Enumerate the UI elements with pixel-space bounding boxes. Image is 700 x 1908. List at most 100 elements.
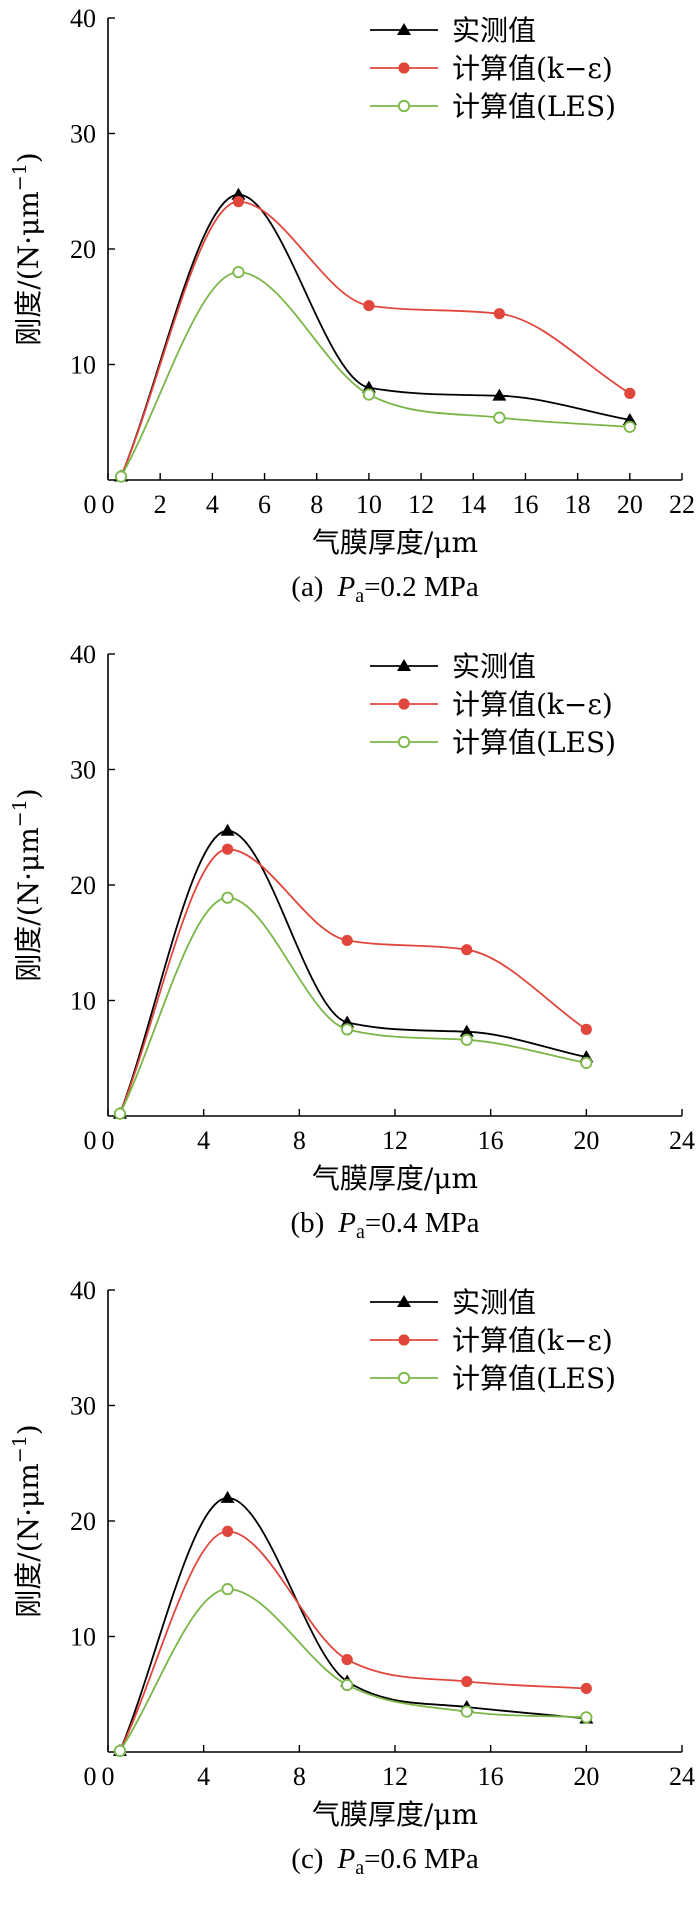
x-tick-label: 14 bbox=[460, 490, 486, 519]
x-tick-label: 12 bbox=[408, 490, 434, 519]
data-point bbox=[493, 308, 505, 320]
chart-a: 0 2 4 6 8 10 12 14 16 18 20 22 10 20 30 40 0 气膜厚度/μm 刚度/(N… bbox=[9, 4, 695, 607]
chart-c: 0 4 8 12 16 20 24 10 20 30 40 0 气膜厚度/μm 刚度/(N·μm−1) 实测… bbox=[9, 1276, 695, 1879]
y-tick-label: 30 bbox=[70, 756, 96, 785]
caption-var: P bbox=[336, 1843, 355, 1875]
data-point bbox=[580, 1711, 593, 1724]
caption-sub: a bbox=[355, 585, 364, 607]
data-point bbox=[231, 187, 246, 200]
data-point bbox=[232, 265, 245, 279]
chart-panel-a: 0 2 4 6 8 10 12 14 16 18 20 22 10 20 30 40 0 气膜厚度/μm 刚度/(N… bbox=[0, 0, 700, 636]
data-point bbox=[363, 299, 375, 312]
chart-b: 0 4 8 12 16 20 24 10 20 30 40 0 气膜厚度/μm 刚度/(N·μm−1) 实测… bbox=[9, 640, 695, 1243]
y-axis-label: 刚度/(N·μm−1) bbox=[9, 1424, 45, 1617]
legend-label: 计算值(LES) bbox=[452, 90, 616, 123]
data-point bbox=[232, 196, 245, 208]
x-tick-label: 2 bbox=[154, 490, 167, 519]
y-axis-label: 刚度/(N·μm−1) bbox=[9, 152, 45, 345]
caption-prefix: (a) bbox=[291, 571, 323, 603]
series-line bbox=[120, 200, 631, 477]
x-tick-label: 0 bbox=[102, 1762, 115, 1791]
data-point bbox=[492, 388, 507, 401]
legend-marker bbox=[398, 698, 410, 710]
data-point bbox=[220, 823, 235, 836]
x-tick-label: 16 bbox=[512, 490, 538, 519]
series-line bbox=[119, 1530, 587, 1752]
y-tick-label: 30 bbox=[70, 120, 96, 149]
caption-sub: a bbox=[356, 1221, 365, 1243]
data-point bbox=[221, 843, 234, 855]
origin-label: 0 bbox=[84, 1762, 97, 1791]
data-point bbox=[460, 1033, 473, 1046]
y-tick-label: 40 bbox=[70, 4, 96, 33]
data-point bbox=[624, 387, 636, 399]
x-tick-label: 12 bbox=[382, 1762, 408, 1791]
x-tick-label: 8 bbox=[293, 1762, 306, 1791]
data-point bbox=[221, 891, 234, 904]
legend-label: 实测值 bbox=[452, 650, 536, 683]
x-axis-label: 气膜厚度/μm bbox=[312, 1162, 478, 1195]
y-tick-label: 20 bbox=[70, 235, 96, 264]
y-tick-label: 10 bbox=[70, 1623, 96, 1652]
y-tick-label: 10 bbox=[70, 351, 96, 380]
data-point bbox=[461, 944, 473, 956]
legend-label: 计算值(LES) bbox=[452, 726, 616, 759]
data-point bbox=[113, 1107, 127, 1120]
data-point bbox=[221, 1583, 234, 1596]
caption-rest: =0.4 MPa bbox=[365, 1207, 480, 1239]
x-tick-label: 20 bbox=[573, 1126, 599, 1155]
data-point bbox=[580, 1056, 593, 1069]
data-point bbox=[341, 1023, 354, 1036]
caption-rest: =0.6 MPa bbox=[364, 1843, 479, 1875]
series-line bbox=[119, 848, 587, 1115]
legend-marker bbox=[397, 659, 411, 671]
x-tick-label: 20 bbox=[573, 1762, 599, 1791]
caption-var: P bbox=[337, 1207, 356, 1239]
origin-label: 0 bbox=[84, 1126, 97, 1155]
x-tick-label: 18 bbox=[565, 490, 591, 519]
series-line bbox=[119, 1588, 587, 1752]
y-axis-label-close: ) bbox=[12, 1424, 45, 1435]
x-tick-label: 8 bbox=[293, 1126, 306, 1155]
y-axis-label: 刚度/(N·μm−1) bbox=[9, 788, 45, 981]
series-line bbox=[120, 271, 630, 477]
caption-var: P bbox=[336, 571, 355, 603]
y-tick-label: 10 bbox=[70, 987, 96, 1016]
caption: (a) Pa=0.2 MPa bbox=[291, 571, 479, 607]
y-tick-label: 40 bbox=[70, 1276, 96, 1305]
legend-marker bbox=[397, 99, 411, 113]
x-tick-label: 0 bbox=[102, 1126, 115, 1155]
x-tick-label: 4 bbox=[197, 1126, 210, 1155]
origin-label: 0 bbox=[84, 490, 97, 519]
legend-label: 计算值(LES) bbox=[452, 1362, 616, 1395]
data-point bbox=[461, 1675, 473, 1688]
series-2 bbox=[113, 1583, 593, 1757]
data-point bbox=[460, 1705, 473, 1718]
x-axis-label: 气膜厚度/μm bbox=[312, 1798, 478, 1831]
data-point bbox=[493, 411, 506, 424]
x-tick-label: 16 bbox=[478, 1762, 504, 1791]
caption: (c) Pa=0.6 MPa bbox=[291, 1843, 479, 1879]
data-point bbox=[362, 388, 376, 401]
x-tick-label: 12 bbox=[382, 1126, 408, 1155]
x-tick-label: 0 bbox=[102, 490, 115, 519]
series-line bbox=[119, 1496, 587, 1752]
data-point bbox=[459, 1024, 474, 1037]
y-axis-label-main: 刚度/(N·μm bbox=[12, 827, 45, 982]
series-2 bbox=[113, 891, 593, 1120]
series-0 bbox=[114, 187, 637, 482]
data-point bbox=[623, 420, 636, 433]
legend-label: 实测值 bbox=[452, 14, 536, 47]
legend-marker bbox=[397, 735, 411, 749]
legend-marker bbox=[398, 62, 410, 74]
legend-marker bbox=[397, 1371, 411, 1385]
series-1 bbox=[115, 196, 636, 483]
data-point bbox=[220, 1490, 235, 1503]
legend-label: 实测值 bbox=[452, 1286, 536, 1319]
chart-panel-b: 0 4 8 12 16 20 24 10 20 30 40 0 气膜厚度/μm 刚度/(N·μm−1) 实测… bbox=[0, 636, 700, 1272]
x-tick-label: 16 bbox=[478, 1126, 504, 1155]
series-line bbox=[119, 896, 587, 1115]
y-axis-label-sup: −1 bbox=[9, 163, 31, 191]
